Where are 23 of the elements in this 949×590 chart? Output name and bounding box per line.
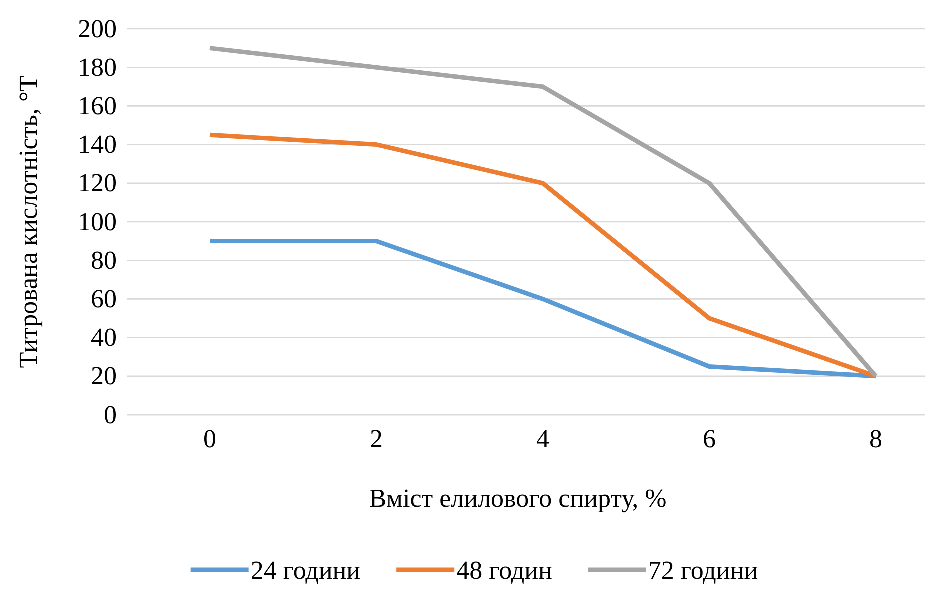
line-series: [208, 132, 878, 379]
x-tick-label: 8: [870, 424, 882, 454]
x-axis-title: Вміст елилового спирту, %: [369, 484, 667, 513]
x-tick-label: 0: [204, 424, 216, 454]
y-tick-label: 20: [91, 362, 117, 391]
legend-label: 24 години: [250, 556, 361, 585]
y-tick-label: 100: [78, 207, 117, 236]
x-tick-label: 6: [703, 424, 716, 454]
y-tick-label: 60: [91, 284, 117, 314]
y-tick-label: 0: [104, 400, 117, 430]
x-tick-label: 4: [536, 424, 550, 454]
y-axis-title: Титрована кислотність, °Т: [14, 76, 43, 368]
x-tick-label: 2: [370, 424, 383, 454]
line-series: [208, 46, 878, 379]
y-tick-label: 120: [78, 168, 117, 198]
y-tick-label: 40: [91, 323, 117, 352]
y-tick-label: 200: [78, 14, 117, 44]
legend-label: 48 годин: [456, 556, 552, 585]
y-tick-label: 160: [78, 92, 117, 121]
y-tick-label: 80: [91, 246, 117, 275]
y-tick-label: 180: [78, 52, 117, 82]
y-tick-label: 140: [78, 130, 117, 160]
legend-label: 72 години: [648, 556, 758, 585]
